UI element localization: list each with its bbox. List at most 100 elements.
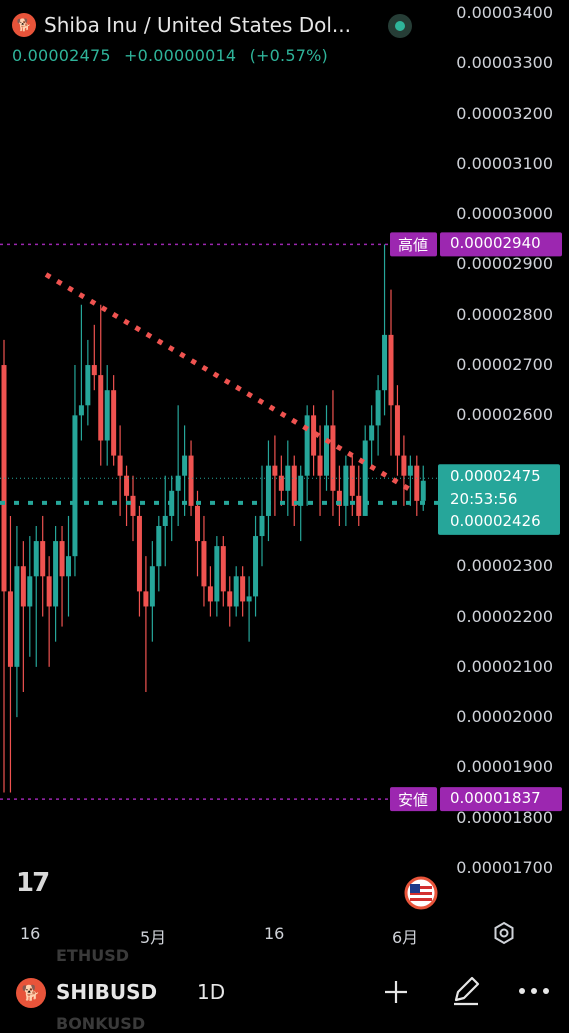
candle-body [401,455,407,476]
prev-close-value: 0.00002426 [450,511,541,530]
shiba-coin-icon-bottom: 🐕 [16,978,46,1008]
candle-body [85,365,91,406]
price-change: +0.00000014 [124,46,237,65]
candle-body [98,375,104,441]
low-label: 安値 [398,791,429,810]
price-change-pct: (+0.57%) [249,46,328,65]
price-axis-label: 0.00002800 [456,304,553,324]
candle-body [143,591,149,607]
candle-body [27,576,33,607]
price-row: 0.00002475 +0.00000014 (+0.57%) [12,46,429,65]
symbol-title: Shiba Inu / United States Dol... [44,13,351,37]
price-axis-label: 0.00003300 [456,53,553,73]
candle-body [188,455,194,506]
candle-body [195,505,200,542]
price-axis-label: 0.00002200 [456,606,553,626]
tradingview-logo[interactable]: 17 [16,868,50,898]
price-axis-label: 0.00002100 [456,656,553,676]
time-label-jun: 6月 [392,928,419,947]
candle-body [407,465,413,476]
candle-body [111,390,117,456]
symbol-button[interactable]: SHIBUSD [56,980,158,1004]
candle-body [207,586,213,602]
price-axis-label: 0.00002300 [456,556,553,576]
candle-body [394,405,400,456]
more-icon[interactable] [518,986,550,996]
candle-body [33,541,39,577]
candle-body [66,556,71,577]
candle-body [136,515,142,592]
candle-body [233,576,239,607]
candle-body [298,475,304,506]
high-value: 0.00002940 [450,234,541,253]
price-axis-label: 0.00002700 [456,355,553,375]
current-price-bg [438,464,560,515]
candle-body [20,566,26,607]
candle-body [253,536,259,597]
candle-body [343,465,349,506]
trend-line [44,272,414,493]
candle-body [362,440,368,516]
ghost-symbol-above: ETHUSD [56,946,130,965]
candle-body [14,566,20,667]
bottom-toolbar [0,962,569,1024]
candle-body [330,425,336,491]
candle-body [162,515,168,526]
low-value-bg [440,787,562,812]
shiba-coin-icon: 🐕 [12,13,36,37]
price-axis-label: 0.00003100 [456,153,553,173]
candle-body [265,465,271,516]
price-axis-label: 0.00003000 [456,204,553,224]
price-axis-label: 0.00002600 [456,405,553,425]
low-label-bg [390,787,437,812]
candle-body [304,415,310,476]
candle-body [382,334,388,391]
candle-body [124,475,130,496]
candle-body [59,541,65,577]
price-axis-label: 0.00001900 [456,757,553,777]
interval-button[interactable]: 1D [197,980,226,1004]
candle-body [78,405,84,416]
candle-body [201,541,207,587]
candle-body [272,465,278,476]
add-icon[interactable] [382,978,410,1006]
candle-body [46,576,52,607]
price-axis-label: 0.00003400 [456,3,553,22]
candle-body [7,591,13,667]
settings-icon[interactable] [492,921,516,945]
price-axis-label: 0.00001700 [456,858,553,877]
price-axis-label: 0.00002900 [456,254,553,274]
time-label-may: 5月 [140,928,167,947]
candle-body [369,425,375,441]
price-axis-label: 0.00002000 [456,707,553,727]
candle-body [156,526,162,567]
candle-body [246,596,252,602]
candle-body [336,490,342,506]
candle-body [104,390,110,441]
high-label-bg [390,232,437,257]
high-value-bg [440,232,562,257]
time-label-16a: 16 [20,924,41,943]
market-open-icon[interactable] [388,14,412,38]
candle-body [259,515,265,537]
high-label: 高値 [398,236,429,255]
low-value: 0.00001837 [450,789,541,808]
candle-body [40,541,46,577]
time-label-16b: 16 [264,924,285,943]
candle-body [91,365,97,376]
pen-icon[interactable] [450,974,482,1008]
candle-body [182,455,188,476]
candle-body [53,541,59,607]
candle-body [214,546,220,602]
candle-body [388,334,394,406]
candles-layer [1,244,426,793]
candle-body [375,390,381,426]
us-flag-icon[interactable] [404,876,440,910]
candle-body [117,455,123,476]
symbol-header[interactable]: 🐕 Shiba Inu / United States Dol... 0.000… [12,10,429,65]
candle-body [149,566,155,607]
price-axis-label: 0.00003200 [456,103,553,123]
price-axis-label: 0.00001800 [456,807,553,827]
candle-body [220,546,226,592]
